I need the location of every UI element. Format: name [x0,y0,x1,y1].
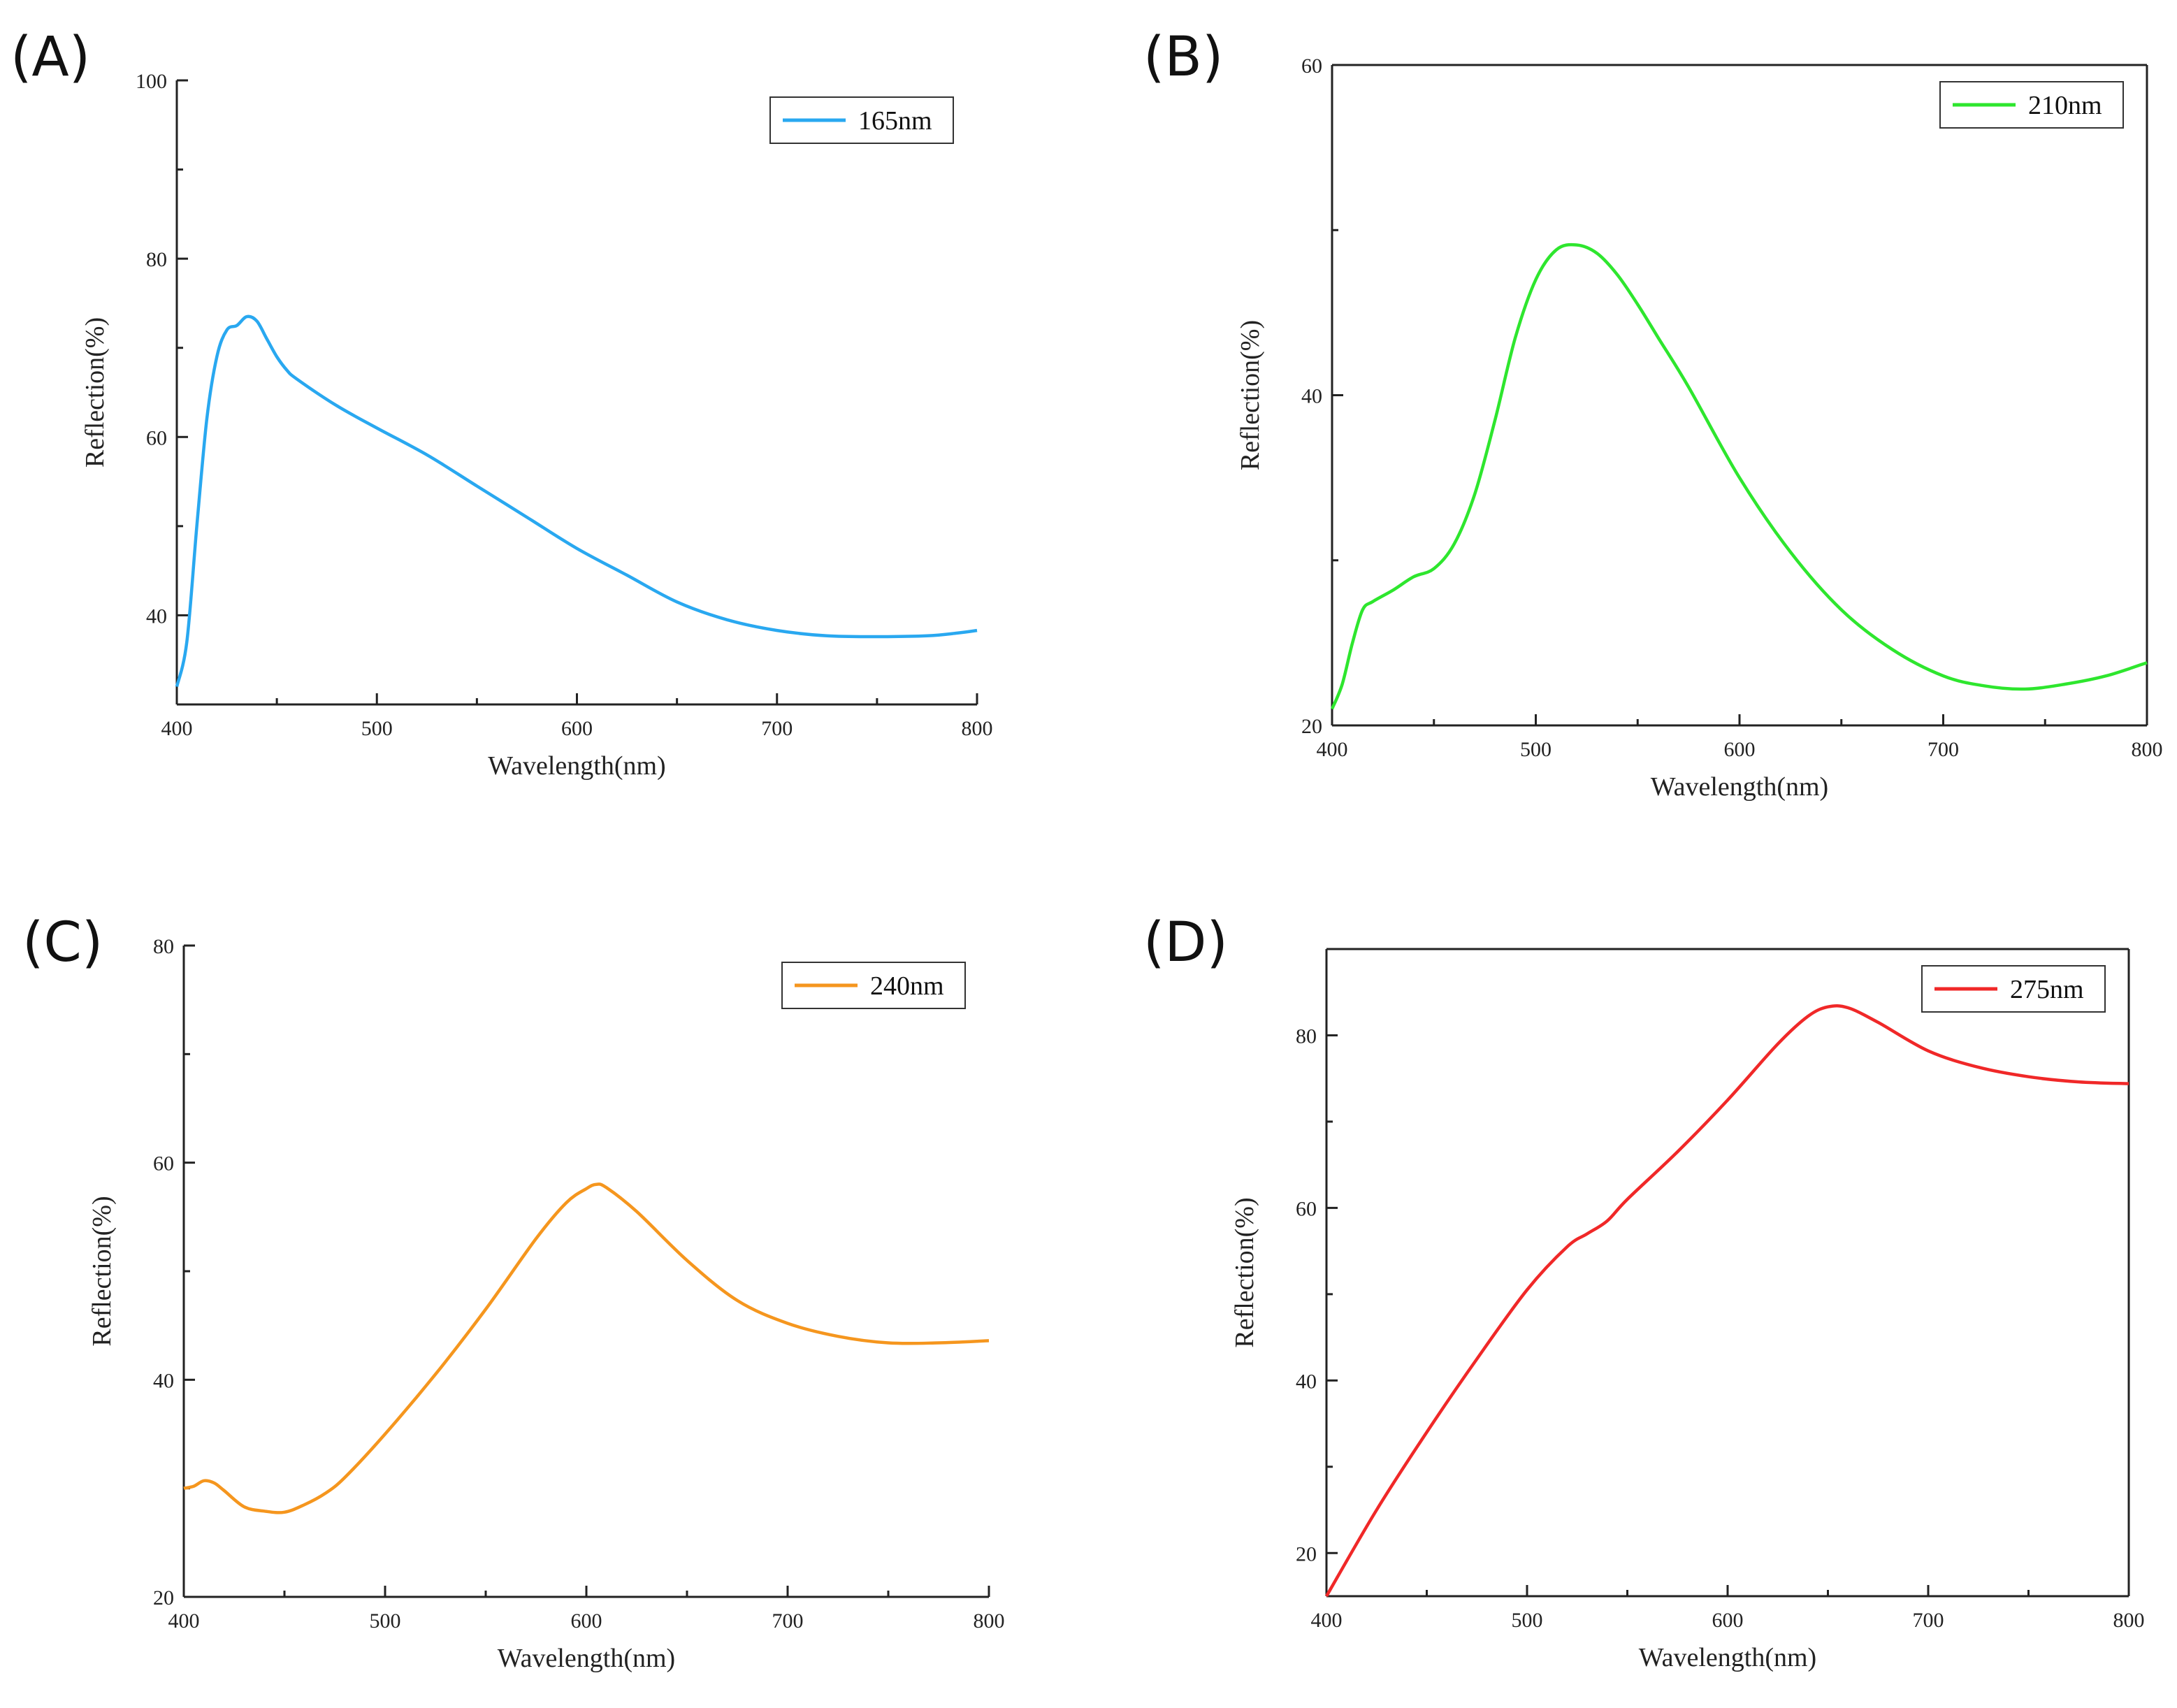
x-axis-title: Wavelength(nm) [1651,772,1828,802]
x-tick-label: 600 [1712,1609,1744,1632]
panel-c: (C) 400 500 600 700 800 20 40 60 80 Wavelength(n… [22,911,1005,1673]
legend-label-275nm: 275nm [2010,975,2084,1004]
x-tick-label: 700 [772,1609,804,1633]
panel-d: (D) 400 500 600 700 800 20 40 60 80 Wavelength(n… [1143,911,2145,1672]
y-axis-title: Reflection(%) [1236,320,1265,470]
y-tick-label: 40 [146,605,167,628]
y-tick-label: 80 [153,935,174,958]
legend-label-240nm: 240nm [870,971,944,1001]
panel-label: (A) [10,26,90,89]
x-tick-label: 600 [561,717,593,740]
y-tick-label: 60 [1301,55,1322,78]
legend-label-210nm: 210nm [2028,91,2102,120]
x-tick-label: 400 [1317,738,1348,761]
y-axis-title: Reflection(%) [80,317,110,468]
y-axis-title: Reflection(%) [87,1196,117,1346]
x-tick-label: 800 [2113,1609,2145,1632]
y-tick-label: 20 [153,1586,174,1609]
panel-b: (B) 400 500 600 700 800 20 40 60 Wavelength(nm)… [1143,26,2163,802]
x-tick-label: 800 [2132,738,2163,761]
x-axis-title: Wavelength(nm) [498,1644,675,1673]
x-axis-title: Wavelength(nm) [1639,1643,1816,1672]
y-tick-label: 60 [146,426,167,449]
y-tick-label: 40 [153,1369,174,1392]
x-axis-title: Wavelength(nm) [488,751,665,781]
y-tick-label: 60 [1296,1197,1317,1220]
x-tick-label: 500 [370,1609,401,1633]
x-tick-label: 600 [571,1609,602,1633]
legend: 240nm [781,962,966,1009]
legend-label-165nm: 165nm [858,106,932,136]
x-tick-label: 700 [1928,738,1959,761]
y-tick-label: 80 [146,248,167,271]
panel-a: (A) 400 500 600 700 800 40 60 80 100 Wavelength(… [10,26,993,781]
panel-label: (C) [22,911,103,974]
y-tick-label: 60 [153,1152,174,1175]
y-tick-label: 80 [1296,1025,1317,1048]
x-tick-label: 500 [1512,1609,1543,1632]
x-tick-label: 500 [1520,738,1552,761]
y-tick-label: 100 [136,70,167,93]
x-tick-label: 500 [361,717,393,740]
panel-label: (D) [1143,911,1228,974]
series-line-240nm [183,1182,990,1514]
legend: 275nm [1921,965,2106,1013]
legend: 165nm [769,96,954,144]
series-line-165nm [175,314,978,688]
y-axis-title: Reflection(%) [1230,1197,1259,1347]
series-line-275nm [1325,1004,2129,1598]
y-tick-label: 40 [1301,385,1322,408]
x-tick-label: 800 [962,717,993,740]
y-tick-label: 20 [1301,715,1322,738]
x-tick-label: 400 [168,1609,200,1633]
y-tick-label: 20 [1296,1542,1317,1565]
x-tick-label: 600 [1724,738,1756,761]
x-tick-label: 400 [161,717,193,740]
x-tick-label: 400 [1311,1609,1343,1632]
series-line-210nm [1330,243,2148,710]
x-tick-label: 700 [1913,1609,1944,1632]
legend: 210nm [1939,81,2124,129]
x-tick-label: 700 [761,717,793,740]
y-tick-label: 40 [1296,1370,1317,1393]
legend-box [1921,965,2106,1013]
x-tick-label: 800 [974,1609,1005,1633]
panel-label: (B) [1143,26,1223,89]
